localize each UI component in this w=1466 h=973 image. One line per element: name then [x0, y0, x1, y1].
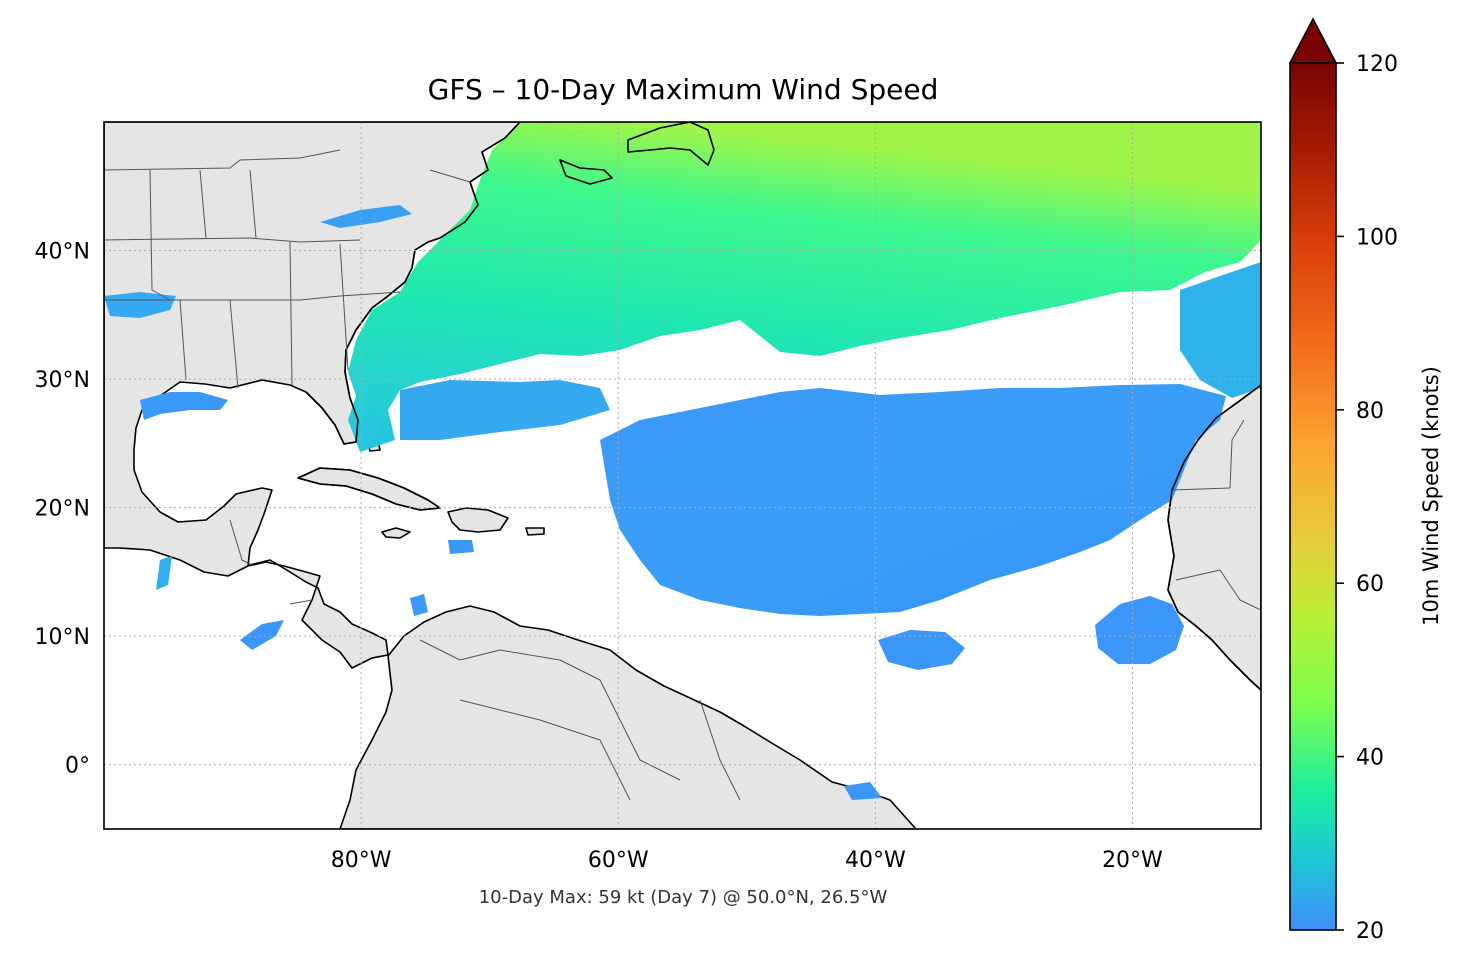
lat-tick-label: 40°N [35, 240, 90, 265]
lat-tick-label: 30°N [35, 368, 90, 393]
coastline-layer [297, 122, 1261, 691]
wind-region-north-atlantic [348, 122, 1261, 452]
lat-tick-label: 10°N [35, 625, 90, 650]
max-annotation: 10-Day Max: 59 kt (Day 7) @ 50.0°N, 26.5… [479, 887, 888, 908]
lat-tick-label: 0° [65, 754, 90, 779]
colorbar-tick-label: 100 [1356, 225, 1398, 250]
wind-region-blob-40w [878, 630, 965, 670]
coast-us-east [305, 122, 521, 445]
colorbar: 20 40 60 80 100 120 10m Wind Speed (knots) [1288, 17, 1443, 944]
wind-region-caribbean [410, 540, 474, 616]
wind-region-west-30n [104, 292, 176, 318]
colorbar-gradient [1289, 62, 1337, 931]
map-title: GFS – 10-Day Maximum Wind Speed [428, 73, 939, 106]
lon-tick-label: 80°W [331, 848, 392, 873]
colorbar-tick-label: 20 [1356, 919, 1384, 944]
wind-region-west-africa [1095, 596, 1184, 664]
lon-tick-label: 20°W [1102, 848, 1163, 873]
land-south-america [339, 605, 917, 829]
wind-region-gulf [140, 392, 228, 420]
longitude-tick-labels: 80°W 60°W 40°W 20°W [331, 848, 1163, 873]
map-frame [103, 121, 1262, 830]
lon-tick-label: 40°W [845, 848, 906, 873]
colorbar-extend-arrow [1288, 17, 1338, 64]
coast-newfoundland [627, 122, 715, 166]
colorbar-ticks: 20 40 60 80 100 120 [1336, 52, 1398, 944]
land-puerto-rico [525, 527, 545, 536]
wind-region-pacific-2 [240, 620, 284, 650]
lon-tick-label: 60°W [588, 848, 649, 873]
wind-field [104, 122, 1261, 800]
lat-tick-label: 20°N [35, 497, 90, 522]
wind-region-great-lakes [320, 205, 412, 228]
colorbar-tick-label: 60 [1356, 572, 1384, 597]
coast-st-lawrence [559, 159, 613, 185]
colorbar-tick-label: 120 [1356, 52, 1398, 77]
wind-region-central-atlantic [600, 384, 1226, 616]
latitude-tick-labels: 40°N 30°N 20°N 10°N 0° [35, 240, 90, 779]
colorbar-label: 10m Wind Speed (knots) [1419, 366, 1443, 626]
border-layer [104, 149, 1261, 801]
wind-region-equatorial [844, 782, 882, 800]
wind-region-southeast-us [400, 380, 610, 440]
land-jamaica [381, 527, 411, 539]
coast-africa [1167, 384, 1261, 691]
wind-region-pacific-1 [156, 556, 172, 590]
wind-region-east-atlantic [1180, 262, 1261, 398]
map-panel [104, 122, 1261, 829]
colorbar-tick-label: 80 [1356, 399, 1384, 424]
land-hispaniola [447, 507, 509, 533]
colorbar-tick-label: 40 [1356, 746, 1384, 771]
